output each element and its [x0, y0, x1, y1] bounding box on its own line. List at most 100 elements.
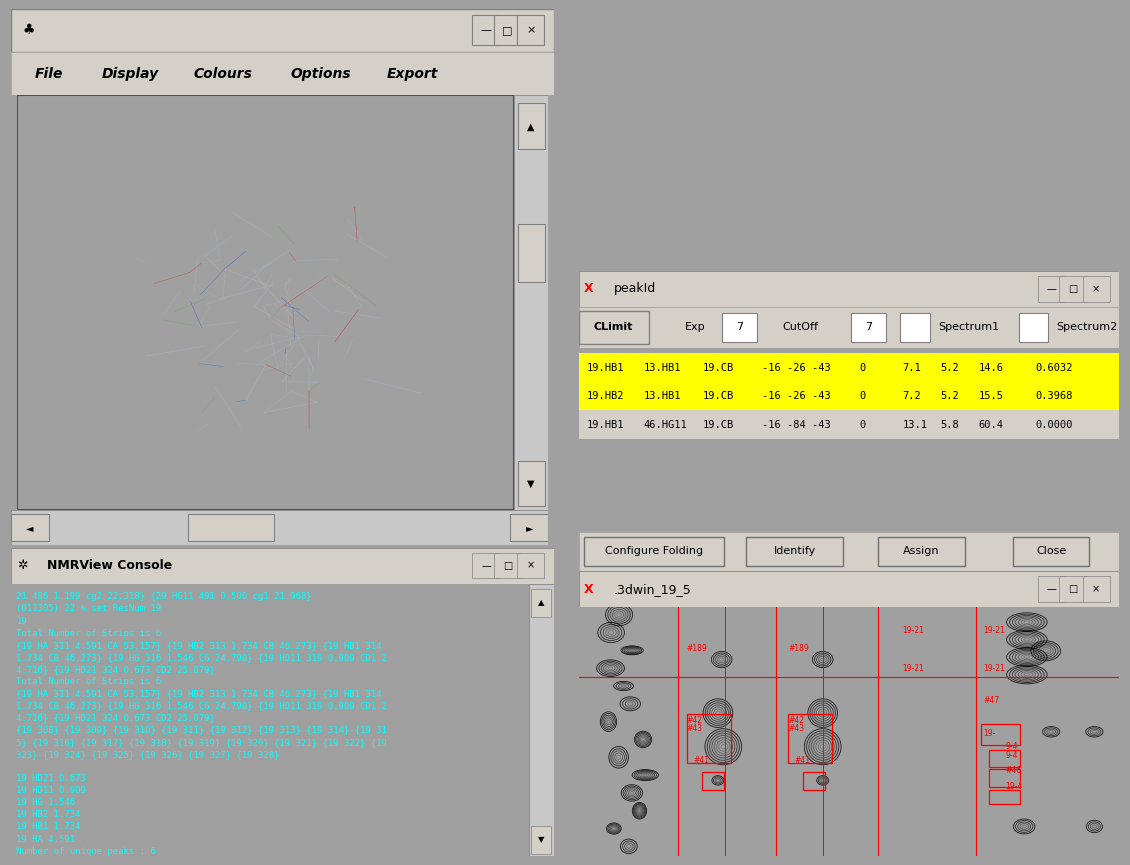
Bar	[494, 15, 521, 45]
Bar	[518, 104, 545, 149]
Text: 19-: 19-	[983, 728, 996, 738]
Text: #43: #43	[788, 723, 805, 733]
Text: □: □	[503, 561, 512, 571]
Text: □: □	[1068, 284, 1077, 294]
Text: -16 -26 -43: -16 -26 -43	[763, 391, 831, 401]
Bar	[518, 553, 545, 579]
Bar	[989, 769, 1020, 787]
Text: #41: #41	[693, 756, 709, 765]
Text: #189: #189	[687, 644, 707, 653]
Bar	[1059, 276, 1086, 302]
Text: 19: 19	[17, 617, 27, 625]
Text: ▼: ▼	[538, 836, 545, 844]
Text: CutOff: CutOff	[782, 323, 818, 332]
Text: {19 308} {19 309} {19 310} {19 311} {19 312} {19 313} {19 314} {19 31: {19 308} {19 309} {19 310} {19 311} {19 …	[17, 726, 388, 734]
Text: □: □	[1068, 584, 1077, 594]
Bar	[746, 536, 843, 567]
Text: Identify: Identify	[774, 547, 816, 556]
Bar	[511, 514, 548, 541]
Text: X: X	[584, 582, 593, 596]
Text: {19 HA 311 4.591 CA 53.157} {19 HB2 313 1.734 CB 46.273} {19 HB1 314: {19 HA 311 4.591 CA 53.157} {19 HB2 313 …	[17, 689, 382, 698]
Bar	[1019, 313, 1049, 342]
Bar	[788, 714, 833, 763]
Text: (011305) 22 % set ResNum 19: (011305) 22 % set ResNum 19	[17, 605, 162, 613]
Text: 19 HA 4.591: 19 HA 4.591	[17, 835, 76, 843]
Text: 7.2: 7.2	[903, 391, 921, 401]
Text: NMRView Console: NMRView Console	[46, 559, 172, 573]
Text: 0.0000: 0.0000	[1035, 420, 1072, 430]
Text: peakId: peakId	[614, 282, 655, 296]
Text: Colours: Colours	[193, 67, 252, 80]
Bar	[531, 589, 551, 617]
Bar	[981, 724, 1020, 746]
Text: 19-21: 19-21	[903, 663, 924, 673]
Text: 19 HB1 1.734: 19 HB1 1.734	[17, 823, 81, 831]
Bar	[584, 536, 724, 567]
Bar	[579, 381, 1119, 410]
Text: #47: #47	[983, 696, 1000, 705]
Text: 0.3968: 0.3968	[1035, 391, 1072, 401]
Text: 19 HG 1.546: 19 HG 1.546	[17, 798, 76, 807]
Bar	[851, 313, 886, 342]
Text: #42: #42	[687, 716, 703, 725]
Text: 9-4: 9-4	[1006, 751, 1018, 760]
Text: —: —	[1046, 284, 1057, 294]
Text: ×: ×	[527, 561, 534, 571]
Text: 0: 0	[860, 391, 866, 401]
Text: ×: ×	[1092, 284, 1101, 294]
Text: 5.2: 5.2	[940, 391, 959, 401]
Text: Spectrum1: Spectrum1	[938, 323, 999, 332]
Text: {19 HA 311 4.591 CA 53.157} {19 HB2 313 1.734 CB 46.273} {19 HB1 314: {19 HA 311 4.591 CA 53.157} {19 HB2 313 …	[17, 641, 382, 650]
Bar	[722, 313, 757, 342]
Bar	[11, 514, 49, 541]
Bar	[1059, 576, 1086, 602]
Bar	[687, 714, 731, 763]
Text: 19 HD11 0.909: 19 HD11 0.909	[17, 786, 86, 795]
Text: 46.HG11: 46.HG11	[643, 420, 687, 430]
Text: 9-4: 9-4	[1006, 741, 1018, 751]
Text: CLimit: CLimit	[594, 323, 633, 332]
Text: —: —	[481, 561, 490, 571]
Text: 1.734 CB 46.273} {19 HG 316 1.546 CG 24.790} {19 HD11 319 0.909 CD1 2: 1.734 CB 46.273} {19 HG 316 1.546 CG 24.…	[17, 702, 388, 710]
Text: ♣: ♣	[23, 23, 35, 37]
Bar	[989, 751, 1020, 766]
Text: ×: ×	[1092, 584, 1101, 594]
Text: 4.716} {19 HD21 324 0.673 CD2 25.079}: 4.716} {19 HD21 324 0.673 CD2 25.079}	[17, 665, 216, 674]
Text: 1.734 CB 46.273} {19 HG 316 1.546 CG 24.790} {19 HD11 319 0.909 CD1 2: 1.734 CB 46.273} {19 HG 316 1.546 CG 24.…	[17, 653, 388, 662]
Bar	[579, 410, 1119, 439]
Text: Number of unique peaks : 6: Number of unique peaks : 6	[17, 847, 156, 855]
Text: —: —	[480, 25, 492, 35]
Text: 19-21: 19-21	[983, 663, 1006, 673]
Bar	[579, 353, 1119, 381]
Text: 19 HD21 0.673: 19 HD21 0.673	[17, 774, 86, 783]
Text: 0.6032: 0.6032	[1035, 362, 1072, 373]
Bar	[494, 553, 521, 579]
Text: 13.HB1: 13.HB1	[643, 362, 681, 373]
Text: ▼: ▼	[528, 478, 534, 489]
Bar	[1083, 576, 1110, 602]
Text: 19.HB1: 19.HB1	[586, 362, 624, 373]
Text: Close: Close	[1036, 547, 1067, 556]
Bar	[1037, 576, 1064, 602]
Text: Assign: Assign	[903, 547, 940, 556]
Text: X: X	[584, 282, 593, 296]
Text: 4.716} {19 HD21 324 0.673 CD2 25.079}: 4.716} {19 HD21 324 0.673 CD2 25.079}	[17, 714, 216, 722]
Text: #43: #43	[687, 723, 703, 733]
Text: #46: #46	[1006, 766, 1022, 775]
Text: 13.HB1: 13.HB1	[643, 391, 681, 401]
Bar	[802, 772, 825, 791]
Text: .3dwin_19_5: .3dwin_19_5	[614, 582, 692, 596]
Text: 0: 0	[860, 362, 866, 373]
Text: 19-21: 19-21	[903, 626, 924, 636]
Text: -16 -84 -43: -16 -84 -43	[763, 420, 831, 430]
Text: 7: 7	[736, 323, 744, 332]
Text: Export: Export	[386, 67, 438, 80]
Text: 19-4: 19-4	[1006, 782, 1023, 791]
Text: Configure Folding: Configure Folding	[606, 547, 703, 556]
Text: 19 HB2 1.734: 19 HB2 1.734	[17, 811, 81, 819]
Text: Display: Display	[102, 67, 159, 80]
Bar	[1014, 536, 1089, 567]
Bar	[899, 313, 930, 342]
Text: Total Number of Strips is 6: Total Number of Strips is 6	[17, 677, 162, 686]
Text: 21 486 1.199 cg2 22.318} {29 HG11 491 0.500 cg1 21.968}: 21 486 1.199 cg2 22.318} {29 HG11 491 0.…	[17, 593, 312, 601]
